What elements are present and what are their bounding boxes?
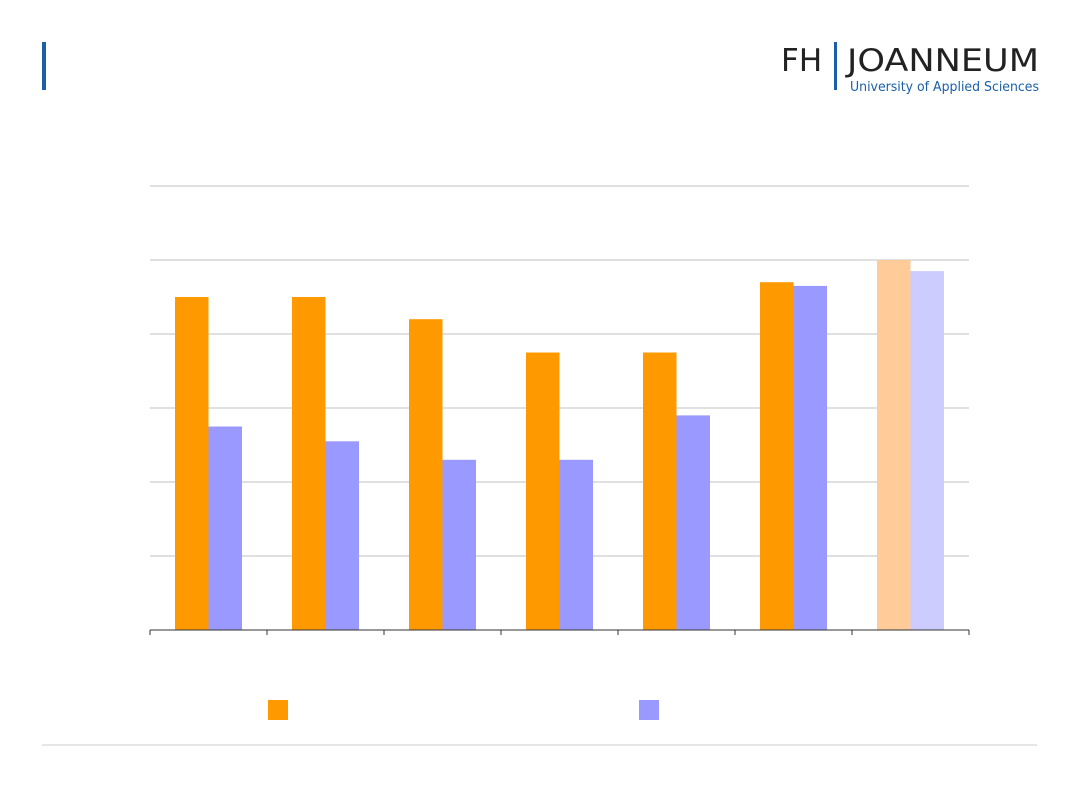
bar — [877, 260, 911, 630]
bar — [559, 459, 593, 630]
bar — [208, 426, 242, 630]
bar — [325, 441, 359, 630]
accent-bar — [42, 42, 46, 90]
bar — [409, 319, 443, 630]
legend-swatch — [268, 700, 288, 720]
logo-subtitle: University of Applied Sciences — [850, 80, 1039, 95]
bar — [760, 282, 794, 630]
bar — [676, 415, 710, 630]
legend-swatch — [639, 700, 659, 720]
bar — [526, 352, 560, 630]
bar — [793, 285, 827, 630]
bar — [643, 352, 677, 630]
bar — [910, 271, 944, 630]
bar — [175, 297, 209, 630]
logo-name: JOANNEUM — [845, 43, 1039, 79]
logo-divider — [834, 42, 837, 90]
logo-short: FH — [781, 43, 822, 79]
bar — [292, 297, 326, 630]
bar — [442, 459, 476, 630]
